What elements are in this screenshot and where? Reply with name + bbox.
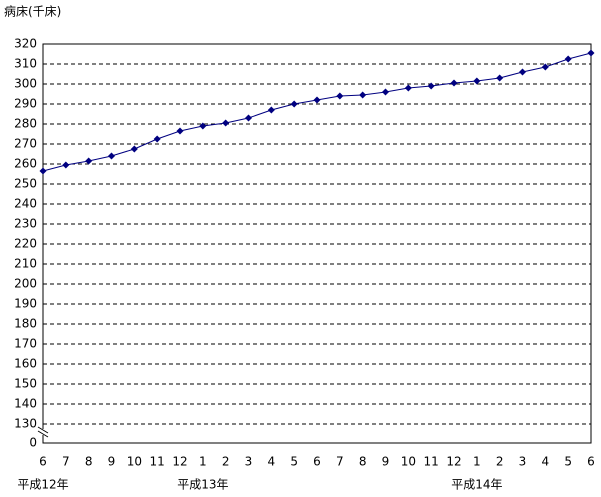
marker [39, 167, 47, 175]
y-tick-label: 320 [14, 37, 37, 51]
x-tick-label: 2 [222, 455, 230, 469]
marker [519, 68, 526, 76]
x-tick-label: 5 [564, 455, 572, 469]
marker [404, 84, 412, 92]
x-tick-label: 8 [359, 455, 367, 469]
y-tick-label: 160 [14, 357, 37, 371]
axis-break-gap [39, 429, 47, 435]
x-tick-label: 7 [336, 455, 344, 469]
x-tick-label: 5 [290, 455, 298, 469]
marker [564, 55, 572, 63]
marker [427, 82, 435, 90]
y-tick-label: 230 [14, 217, 37, 231]
marker [587, 49, 595, 57]
x-tick-label: 12 [446, 455, 461, 469]
x-tick-label: 8 [85, 455, 93, 469]
axis-break-line [37, 430, 49, 438]
x-tick-label: 10 [401, 455, 416, 469]
y-tick-label: 180 [14, 317, 37, 331]
x-tick-label: 1 [199, 455, 207, 469]
y-tick-label: 310 [14, 57, 37, 71]
x-tick-label: 9 [108, 455, 116, 469]
x-tick-label: 6 [313, 455, 321, 469]
x-tick-label: 3 [519, 455, 527, 469]
x-tick-label: 3 [245, 455, 253, 469]
x-tick-label: 4 [268, 455, 276, 469]
marker [62, 161, 70, 169]
y-tick-label: 200 [14, 277, 37, 291]
marker [290, 100, 298, 108]
year-label: 平成14年 [451, 478, 502, 492]
marker [382, 88, 389, 96]
marker [496, 74, 504, 82]
marker [222, 119, 230, 127]
marker [473, 77, 481, 85]
y-tick-label: 220 [14, 237, 37, 251]
y-axis-label: 病床(千床) [4, 4, 61, 19]
marker [245, 114, 252, 122]
x-tick-label: 9 [382, 455, 390, 469]
axis-break-line [37, 426, 49, 434]
y-tick-label: 260 [14, 157, 37, 171]
marker [199, 122, 207, 130]
marker [130, 145, 138, 153]
y-tick-label: 250 [14, 177, 37, 191]
x-tick-label: 2 [496, 455, 504, 469]
marker [153, 135, 161, 143]
y-tick-label: 140 [14, 397, 37, 411]
y-tick-label: 150 [14, 377, 37, 391]
y-tick-label: 270 [14, 137, 37, 151]
y-tick-label: 190 [14, 297, 37, 311]
y-tick-label: 280 [14, 117, 37, 131]
x-tick-label: 7 [62, 455, 70, 469]
y-tick-label: 0 [29, 436, 37, 450]
x-tick-label: 6 [39, 455, 47, 469]
marker [267, 106, 275, 114]
x-tick-label: 11 [150, 455, 165, 469]
y-tick-label: 210 [14, 257, 37, 271]
x-tick-label: 10 [127, 455, 142, 469]
x-tick-label: 11 [424, 455, 439, 469]
axis-break [37, 426, 49, 438]
marker [336, 92, 344, 100]
x-tick-label: 12 [172, 455, 187, 469]
x-tick-label: 4 [542, 455, 550, 469]
marker [541, 63, 549, 71]
marker [108, 152, 115, 160]
marker [85, 157, 93, 165]
y-tick-label: 240 [14, 197, 37, 211]
y-tick-label: 300 [14, 77, 37, 91]
x-tick-label: 6 [587, 455, 595, 469]
marker [176, 127, 184, 135]
year-label: 平成13年 [177, 478, 228, 492]
year-label: 平成12年 [17, 478, 68, 492]
y-tick-label: 170 [14, 337, 37, 351]
plot-border [42, 43, 592, 444]
marker [313, 96, 321, 104]
x-tick-label: 1 [473, 455, 481, 469]
marker [450, 79, 458, 87]
y-tick-label: 290 [14, 97, 37, 111]
y-tick-label: 130 [14, 417, 37, 431]
marker [359, 91, 367, 99]
